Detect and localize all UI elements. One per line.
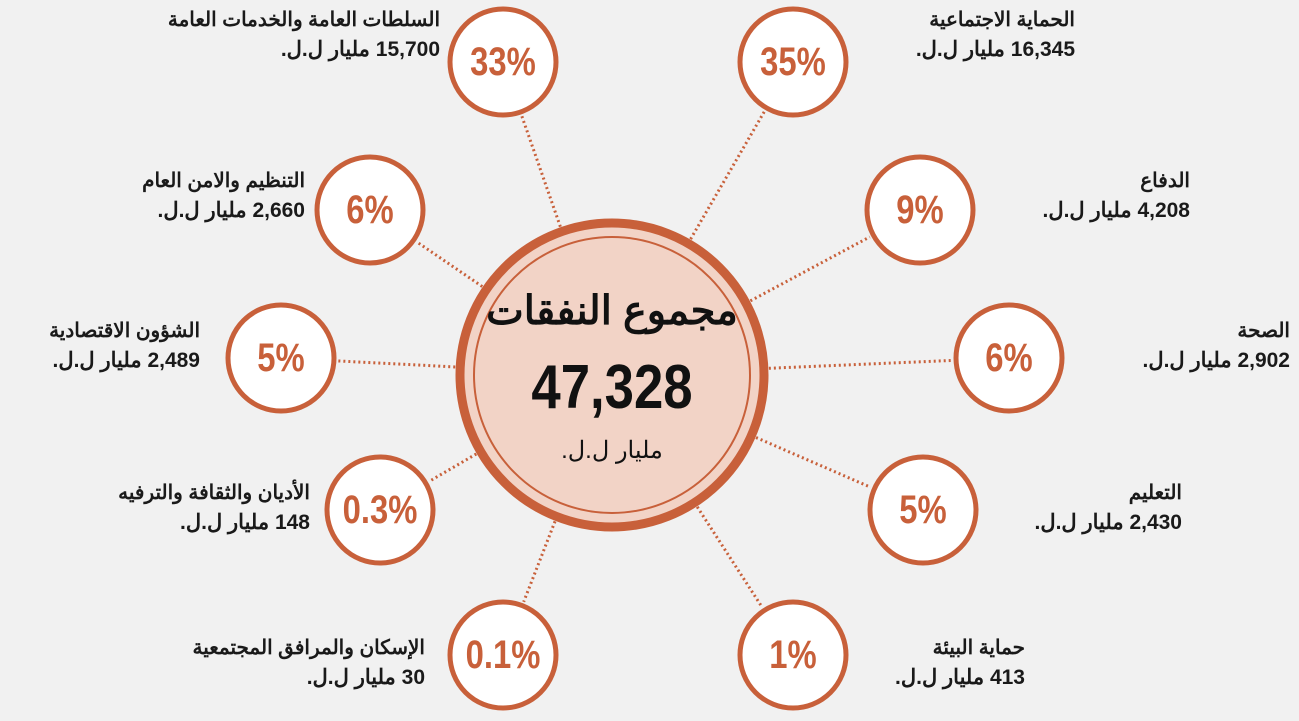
center-circle <box>455 218 769 532</box>
node-circle <box>864 154 976 266</box>
node-circle <box>953 302 1065 414</box>
connector <box>749 235 871 303</box>
connector <box>520 115 562 228</box>
node-circle <box>867 454 979 566</box>
node-percent: 1% <box>769 633 817 677</box>
connector <box>755 436 872 489</box>
connector <box>416 240 484 288</box>
center-inner-ring <box>473 236 751 514</box>
node-percent: 5% <box>899 488 947 532</box>
node-amount: 15,700 مليار ل.ل. <box>280 38 440 61</box>
node-percent: 9% <box>896 188 944 232</box>
node-label-block: الإسكان والمرافق المجتمعية 30 مليار ل.ل. <box>193 633 426 693</box>
node-label-block: الأديان والثقافة والترفيه 148 مليار ل.ل. <box>118 478 310 538</box>
node-circle <box>447 6 559 118</box>
node-percent: 35% <box>760 40 826 84</box>
node-percent: 33% <box>470 40 536 84</box>
node-label: السلطات العامة والخدمات العامة <box>167 9 440 31</box>
node-percent: 5% <box>257 336 305 380</box>
node-label-block: التعليم 2,430 مليار ل.ل. <box>1035 478 1183 538</box>
node-amount: 4,208 مليار ل.ل. <box>1042 199 1191 222</box>
node-amount: 2,489 مليار ل.ل. <box>52 349 201 372</box>
node-label: الإسكان والمرافق المجتمعية <box>192 637 426 659</box>
connector <box>689 110 766 240</box>
center-total: 47,328 <box>531 353 693 422</box>
node-label-block: الشؤون الاقتصادية 2,489 مليار ل.ل. <box>49 316 200 376</box>
node-label-block: السلطات العامة والخدمات العامة 15,700 ملي… <box>168 5 440 65</box>
node-circle <box>314 154 426 266</box>
node-amount: 2,430 مليار ل.ل. <box>1034 511 1183 534</box>
node-circle <box>737 6 849 118</box>
center-unit: مليار ل.ل. <box>561 437 663 464</box>
node-label-block: الصحة 2,902 مليار ل.ل. <box>1143 316 1291 376</box>
node-circle <box>324 454 436 566</box>
node-label-block: التنظيم والامن العام 2,660 مليار ل.ل. <box>142 166 305 226</box>
node-label: التعليم <box>1128 482 1182 504</box>
node-amount: 16,345 مليار ل.ل. <box>915 38 1075 61</box>
node-circle <box>225 302 337 414</box>
node-amount: 413 مليار ل.ل. <box>895 666 1025 689</box>
connector <box>768 358 953 370</box>
connector <box>522 520 557 603</box>
node-label-block: الدفاع 4,208 مليار ل.ل. <box>1043 166 1191 226</box>
node-percent: 6% <box>346 188 394 232</box>
node-amount: 148 مليار ل.ل. <box>180 511 310 534</box>
node-circle <box>447 599 559 711</box>
node-label: الأديان والثقافة والترفيه <box>118 482 310 504</box>
node-percent: 6% <box>985 336 1033 380</box>
connector <box>695 506 764 608</box>
node-amount: 2,902 مليار ل.ل. <box>1142 349 1291 372</box>
node-percent: 0.3% <box>342 488 418 532</box>
node-label-block: حماية البيئة 413 مليار ل.ل. <box>895 633 1025 693</box>
node-label: الصحة <box>1237 320 1290 342</box>
node-label: حماية البيئة <box>932 637 1025 659</box>
node-label: الحماية الاجتماعية <box>929 9 1075 31</box>
node-amount: 30 مليار ل.ل. <box>306 666 425 689</box>
node-percent: 0.1% <box>465 633 541 677</box>
center-title: مجموع النفقات <box>486 289 738 333</box>
node-circle <box>737 599 849 711</box>
node-amount: 2,660 مليار ل.ل. <box>157 199 306 222</box>
connector <box>337 359 456 369</box>
connector <box>428 452 478 483</box>
node-label-block: الحماية الاجتماعية 16,345 مليار ل.ل. <box>916 5 1075 65</box>
node-label: التنظيم والامن العام <box>142 170 305 192</box>
node-label: الدفاع <box>1140 170 1190 192</box>
node-label: الشؤون الاقتصادية <box>49 320 200 342</box>
